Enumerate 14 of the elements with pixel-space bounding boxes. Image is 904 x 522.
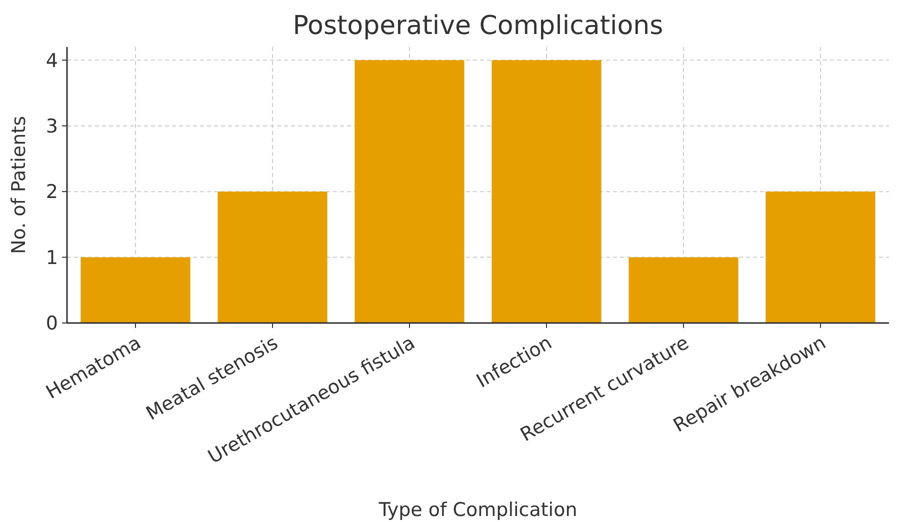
y-axis-title: No. of Patients (8, 116, 30, 254)
bar (492, 60, 602, 323)
bar (218, 192, 328, 323)
bar (628, 257, 738, 323)
bar (766, 192, 876, 323)
x-axis-title: Type of Complication (378, 499, 578, 521)
chart-title: Postoperative Complications (292, 11, 664, 41)
y-tick-label: 2 (46, 181, 58, 204)
y-tick-label: 3 (46, 116, 58, 138)
bar (354, 60, 464, 323)
y-tick-label: 0 (46, 312, 58, 335)
y-tick-label: 4 (46, 50, 58, 72)
bar (80, 257, 190, 323)
y-tick-label: 1 (46, 246, 58, 269)
